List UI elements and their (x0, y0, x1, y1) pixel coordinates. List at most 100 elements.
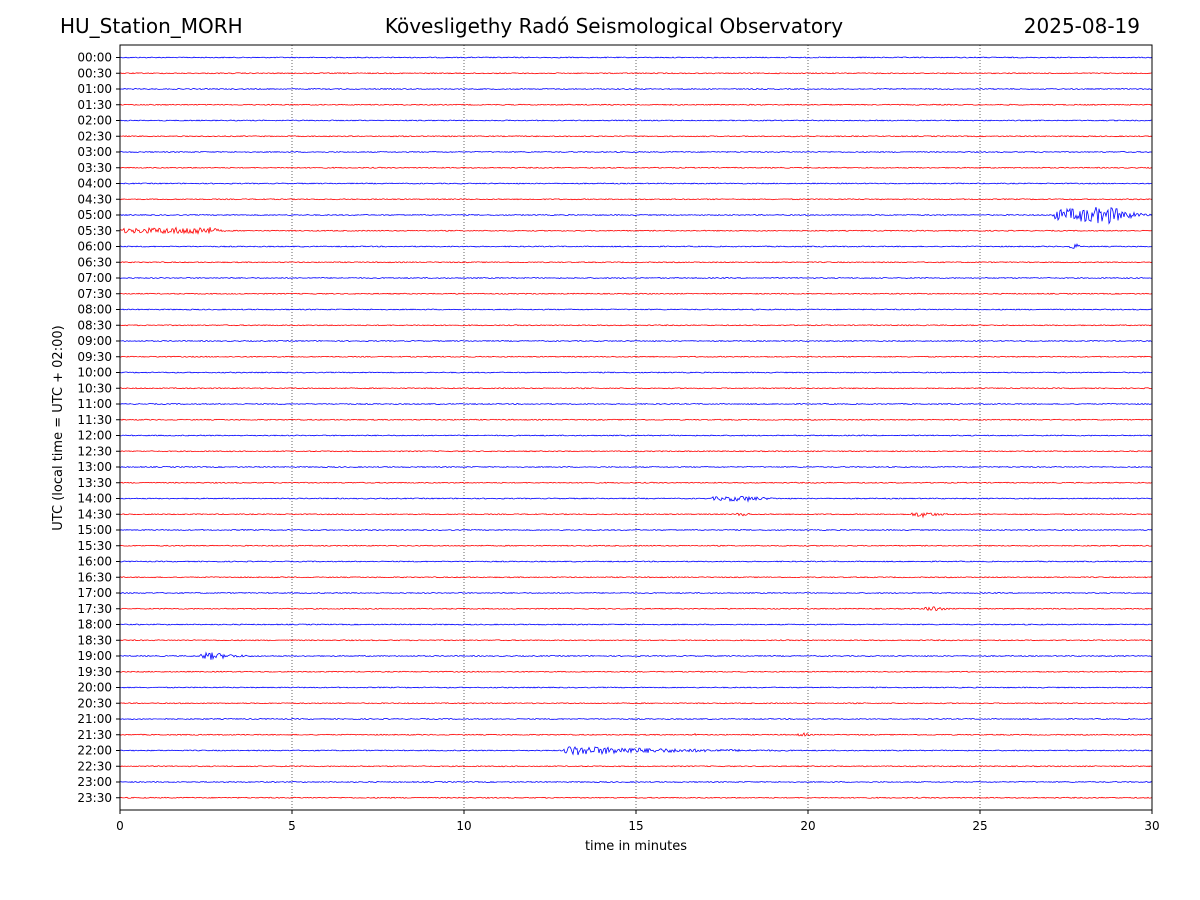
seismogram-trace (119, 465, 1153, 469)
seismogram-trace (119, 166, 1153, 169)
seismogram-trace (119, 56, 1153, 59)
y-tick-label: 07:30 (77, 287, 112, 301)
y-tick-label: 08:30 (77, 318, 112, 332)
seismogram-trace (119, 434, 1153, 437)
y-tick-label: 04:30 (77, 192, 112, 206)
seismogram-trace (119, 198, 1153, 201)
x-tick-label: 0 (116, 819, 124, 833)
grid-lines (291, 45, 981, 810)
seismogram-trace (119, 623, 1153, 626)
y-tick-label: 12:30 (77, 444, 112, 458)
y-tick-label: 10:00 (77, 366, 112, 380)
seismogram-trace (119, 207, 1153, 225)
seismogram-trace (119, 686, 1153, 689)
seismogram-trace (119, 560, 1153, 563)
seismogram-trace (119, 732, 1153, 737)
seismogram-trace (119, 261, 1153, 264)
seismogram-trace (119, 481, 1153, 484)
y-tick-label: 23:00 (77, 775, 112, 789)
y-tick-label: 03:30 (77, 161, 112, 175)
y-tick-label: 04:00 (77, 177, 112, 191)
seismogram-trace (119, 495, 1153, 503)
seismogram-trace (119, 765, 1153, 768)
seismogram-trace (119, 702, 1153, 705)
y-tick-label: 16:00 (77, 555, 112, 569)
seismogram-trace (119, 150, 1153, 154)
y-tick-label: 08:00 (77, 303, 112, 317)
y-tick-label: 18:30 (77, 633, 112, 647)
y-tick-label: 12:00 (77, 429, 112, 443)
y-tick-label: 06:30 (77, 255, 112, 269)
y-tick-label: 09:30 (77, 350, 112, 364)
y-tick-label: 06:00 (77, 240, 112, 254)
y-tick-label: 22:00 (77, 744, 112, 758)
y-tick-label: 20:30 (77, 696, 112, 710)
seismogram-trace (119, 528, 1153, 532)
seismogram-trace (119, 226, 1153, 235)
seismogram-trace (119, 418, 1153, 421)
seismogram-trace (119, 292, 1153, 295)
y-tick-label: 13:30 (77, 476, 112, 490)
y-tick-label: 11:00 (77, 397, 112, 411)
y-tick-label: 03:00 (77, 145, 112, 159)
y-tick-label: 14:30 (77, 507, 112, 521)
x-tick-label: 25 (972, 819, 987, 833)
y-tick-label: 15:00 (77, 523, 112, 537)
seismogram-trace (119, 103, 1153, 106)
y-tick-label: 20:00 (77, 681, 112, 695)
seismogram-trace (119, 72, 1153, 75)
seismogram-trace (119, 119, 1153, 122)
y-tick-label: 01:00 (77, 82, 112, 96)
seismogram-trace (119, 592, 1153, 595)
x-tick-label: 20 (800, 819, 815, 833)
seismogram-trace (119, 651, 1153, 661)
seismogram-trace (119, 670, 1153, 673)
seismogram-trace (119, 87, 1153, 91)
seismogram-trace (119, 371, 1153, 374)
y-tick-label: 16:30 (77, 570, 112, 584)
x-tick-label: 5 (288, 819, 296, 833)
y-tick-label: 05:30 (77, 224, 112, 238)
y-tick-label: 17:30 (77, 602, 112, 616)
x-axis-ticks: 0 5 10 15 20 25 30 (116, 810, 1160, 833)
seismogram-trace (119, 780, 1153, 784)
observatory-title: Kövesligethy Radó Seismological Observat… (384, 14, 844, 38)
trace-lines (119, 56, 1153, 799)
seismogram-trace (119, 402, 1153, 406)
x-tick-label: 15 (628, 819, 643, 833)
seismogram-trace (119, 387, 1153, 390)
y-axis-label: UTC (local time = UTC + 02:00) (51, 325, 66, 530)
y-tick-label: 22:30 (77, 759, 112, 773)
seismogram-trace (119, 243, 1153, 249)
y-tick-label: 17:00 (77, 586, 112, 600)
y-tick-label: 10:30 (77, 381, 112, 395)
seismogram-trace (119, 606, 1153, 612)
x-tick-label: 30 (1144, 819, 1159, 833)
seismogram-trace (119, 576, 1153, 579)
seismogram-trace (119, 450, 1153, 453)
seismogram-trace (119, 308, 1153, 311)
x-axis-label: time in minutes (585, 839, 687, 854)
y-tick-label: 02:00 (77, 114, 112, 128)
y-tick-label: 15:30 (77, 539, 112, 553)
seismogram-trace (119, 717, 1153, 721)
y-tick-label: 07:00 (77, 271, 112, 285)
x-tick-label: 10 (456, 819, 471, 833)
seismogram-trace (119, 340, 1153, 343)
y-tick-label: 05:00 (77, 208, 112, 222)
y-tick-label: 18:00 (77, 618, 112, 632)
seismogram-trace (119, 324, 1153, 327)
seismogram-trace (119, 796, 1153, 799)
y-tick-label: 23:30 (77, 791, 112, 805)
y-tick-label: 19:00 (77, 649, 112, 663)
y-tick-label: 11:30 (77, 413, 112, 427)
seismogram-trace (119, 639, 1153, 642)
y-tick-label: 02:30 (77, 129, 112, 143)
y-tick-label: 09:00 (77, 334, 112, 348)
y-tick-label: 19:30 (77, 665, 112, 679)
plot-date: 2025-08-19 (1023, 14, 1140, 38)
seismogram-trace (119, 512, 1153, 519)
seismogram-trace (119, 277, 1153, 280)
